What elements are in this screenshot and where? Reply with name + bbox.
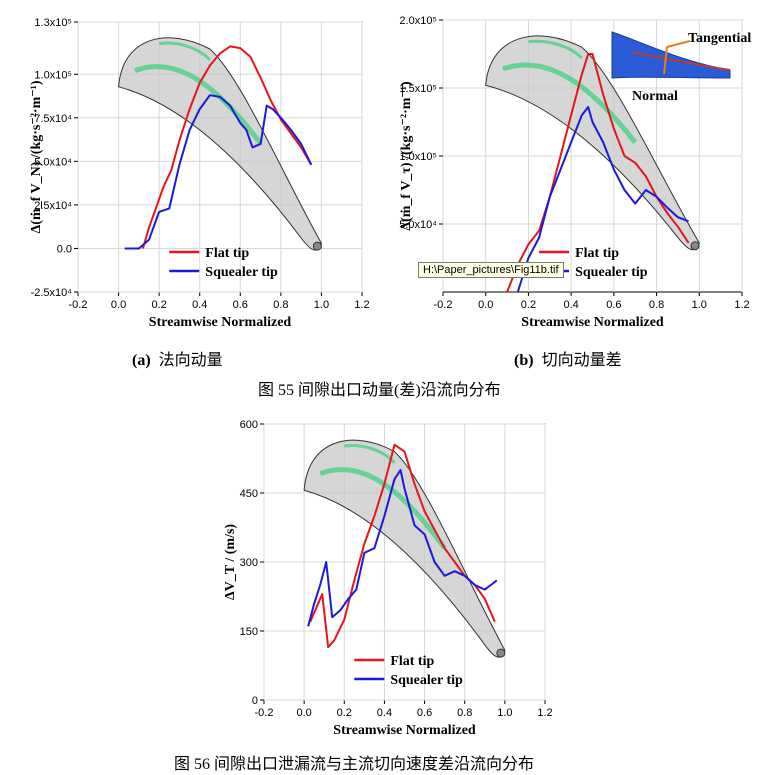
y-tick-label: 7.5x10⁴ bbox=[34, 113, 72, 125]
series-line-flat-tip bbox=[309, 443, 496, 649]
legend-label: Squealer tip bbox=[575, 265, 648, 280]
subcaption-a-label: (a) bbox=[132, 352, 151, 369]
x-tick-label: 0.6 bbox=[606, 299, 621, 311]
inset-label-normal: Normal bbox=[632, 89, 678, 104]
subcaption-b-label: (b) bbox=[514, 352, 534, 369]
x-tick-label: 1.2 bbox=[354, 299, 369, 311]
chart-panel-c: -0.2 0.0 0.2 0.4 0.6 0.8 1.0 1.2 0 150 300 450 600 Fl… bbox=[223, 419, 553, 738]
x-tick-label: 0.0 bbox=[296, 707, 311, 719]
x-tick-label: 0.6 bbox=[417, 707, 432, 719]
blade-trailing-edge bbox=[690, 241, 700, 251]
legend-label: Flat tip bbox=[390, 654, 434, 669]
subcaption-a: (a) 法向动量 bbox=[132, 346, 223, 370]
y-tick-label: 2.5x10⁴ bbox=[34, 200, 72, 212]
y-tick-label: 5.0x10⁴ bbox=[34, 156, 72, 168]
y-tick-label: 5.0x10⁴ bbox=[399, 219, 437, 231]
x-tick-label: 1.0 bbox=[692, 299, 707, 311]
x-tick-label: 0.8 bbox=[649, 299, 664, 311]
blade-flow-stripe bbox=[158, 41, 211, 61]
normal-arrow bbox=[663, 46, 668, 75]
y-tick-label: 150 bbox=[240, 626, 258, 638]
y-tick-label: 1.5x10⁵ bbox=[399, 83, 437, 95]
x-tick-label: -0.2 bbox=[434, 299, 453, 311]
legend-label: Squealer tip bbox=[205, 265, 278, 280]
inset-blade-shape bbox=[611, 31, 731, 79]
figure-55-caption: 图 55 间隙出口动量(差)沿流向分布 bbox=[258, 382, 501, 399]
blade-flow-stripe bbox=[133, 64, 263, 146]
x-tick-label: -0.2 bbox=[69, 299, 88, 311]
subcaption-a-text: 法向动量 bbox=[158, 352, 223, 369]
y-axis-title: Δ(ṁ_f V_N) /(kg·s⁻²·m⁻¹) bbox=[29, 80, 44, 233]
chart-panel-a: -0.2 0.0 0.2 0.4 0.6 0.8 1.0 1.2 -2.5x10⁴ 0.0 2.5x… bbox=[29, 17, 370, 330]
y-tick-label: 450 bbox=[240, 488, 258, 500]
blade-silhouette bbox=[118, 37, 322, 251]
x-tick-label: 1.2 bbox=[734, 299, 749, 311]
x-tick-label: 1.2 bbox=[537, 707, 552, 719]
y-tick-label: 0 bbox=[252, 695, 258, 707]
y-axis-title: ΔV_T / (m/s) bbox=[223, 524, 238, 601]
x-tick-label: 1.0 bbox=[497, 707, 512, 719]
x-tick-label: 0.8 bbox=[457, 707, 472, 719]
subcaption-b-text: 切向动量差 bbox=[541, 352, 622, 369]
chart-panel-b: -0.2 0.0 0.2 0.4 0.6 0.8 1.0 1.2 5.0x10⁴ 1.0x10⁵ 1… bbox=[399, 15, 751, 330]
x-tick-label: 0.0 bbox=[478, 299, 493, 311]
legend-label: Flat tip bbox=[205, 246, 249, 261]
inset-tangent-curve bbox=[631, 51, 731, 71]
y-tick-label: 1.0x10⁵ bbox=[34, 69, 72, 81]
x-tick-label: 1.0 bbox=[314, 299, 329, 311]
series-line-squealer-tip bbox=[516, 106, 689, 293]
x-tick-label: 0.2 bbox=[151, 299, 166, 311]
x-tick-label: 0.4 bbox=[563, 299, 578, 311]
y-tick-label: 0.0 bbox=[57, 243, 72, 255]
file-path-tooltip: H:\Paper_pictures\Fig11b.tif bbox=[418, 262, 564, 278]
y-tick-label: 2.0x10⁵ bbox=[399, 15, 437, 27]
x-axis-title: Streamwise Normalized bbox=[521, 315, 664, 330]
x-tick-label: 0.0 bbox=[111, 299, 126, 311]
blade-flow-stripe bbox=[501, 62, 638, 144]
x-tick-label: -0.2 bbox=[255, 707, 274, 719]
x-tick-label: 0.4 bbox=[192, 299, 207, 311]
y-tick-label: 1.0x10⁵ bbox=[399, 151, 437, 163]
blade-trailing-edge bbox=[496, 648, 506, 658]
x-tick-label: 0.2 bbox=[521, 299, 536, 311]
legend-label: Flat tip bbox=[575, 246, 619, 261]
figure-56-caption: 图 56 间隙出口泄漏流与主流切向速度差沿流向分布 bbox=[174, 756, 535, 773]
x-axis-title: Streamwise Normalized bbox=[149, 315, 292, 330]
series-line-flat-tip bbox=[141, 45, 313, 249]
series-line-squealer-tip bbox=[307, 469, 498, 627]
x-tick-label: 0.2 bbox=[337, 707, 352, 719]
blade-flow-stripe bbox=[344, 444, 396, 464]
inset-label-tangential: Tangential bbox=[688, 31, 751, 46]
blade-silhouette bbox=[303, 439, 506, 658]
blade-flow-stripe bbox=[528, 39, 583, 60]
x-tick-label: 0.6 bbox=[233, 299, 248, 311]
x-tick-label: 0.8 bbox=[273, 299, 288, 311]
x-axis-title: Streamwise Normalized bbox=[333, 723, 476, 738]
y-tick-label: -2.5x10⁴ bbox=[31, 287, 73, 299]
tangential-arrow bbox=[666, 40, 691, 48]
legend-label: Squealer tip bbox=[390, 673, 463, 688]
series-line-squealer-tip bbox=[124, 94, 313, 250]
x-tick-label: 0.4 bbox=[377, 707, 392, 719]
subcaption-b: (b) 切向动量差 bbox=[514, 346, 622, 370]
y-tick-label: 600 bbox=[240, 419, 258, 431]
blade-trailing-edge bbox=[312, 241, 322, 251]
y-tick-label: 1.3x10⁵ bbox=[34, 17, 72, 29]
y-axis-title: Δ(ṁ_f V_τ) /(kg·s⁻²·m⁻¹) bbox=[399, 81, 414, 231]
y-tick-label: 300 bbox=[240, 557, 258, 569]
